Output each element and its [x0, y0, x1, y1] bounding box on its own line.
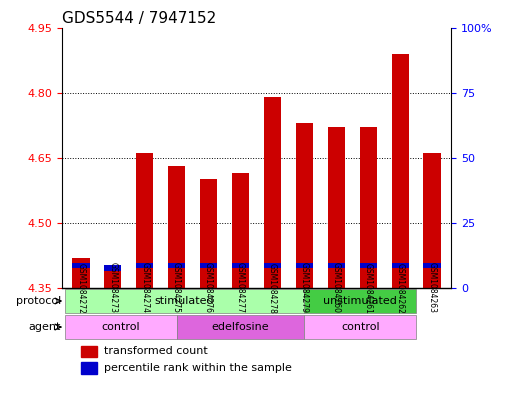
Bar: [136, 153, 153, 288]
Bar: [168, 263, 185, 268]
Text: GSM1084277: GSM1084277: [236, 263, 245, 314]
Text: edelfosine: edelfosine: [212, 322, 269, 332]
Text: GSM1084263: GSM1084263: [428, 263, 437, 314]
FancyBboxPatch shape: [304, 315, 416, 339]
Text: GSM1084273: GSM1084273: [108, 263, 117, 314]
Bar: [104, 265, 122, 271]
Bar: [423, 263, 441, 268]
Text: GDS5544 / 7947152: GDS5544 / 7947152: [62, 11, 216, 26]
Text: GSM1084275: GSM1084275: [172, 263, 181, 314]
Bar: [328, 127, 345, 288]
Text: transformed count: transformed count: [105, 346, 208, 356]
Bar: [264, 263, 281, 268]
Bar: [232, 263, 249, 268]
Text: percentile rank within the sample: percentile rank within the sample: [105, 363, 292, 373]
Bar: [328, 263, 345, 268]
FancyBboxPatch shape: [65, 315, 176, 339]
Text: GSM1084262: GSM1084262: [396, 263, 405, 313]
Bar: [391, 263, 409, 268]
Text: control: control: [341, 322, 380, 332]
Text: GSM1084278: GSM1084278: [268, 263, 277, 313]
Bar: [81, 362, 96, 374]
Text: protocol: protocol: [16, 296, 61, 306]
Text: control: control: [102, 322, 140, 332]
Bar: [264, 97, 281, 288]
Bar: [136, 263, 153, 268]
Bar: [391, 53, 409, 288]
Text: agent: agent: [29, 322, 61, 332]
Bar: [360, 263, 377, 268]
Bar: [423, 153, 441, 288]
Text: unstimulated: unstimulated: [323, 296, 397, 306]
Bar: [72, 263, 90, 268]
Text: GSM1084279: GSM1084279: [300, 263, 309, 314]
Text: GSM1084276: GSM1084276: [204, 263, 213, 314]
Text: GSM1084260: GSM1084260: [332, 263, 341, 314]
Bar: [104, 266, 122, 288]
Text: GSM1084272: GSM1084272: [76, 263, 85, 313]
Bar: [200, 263, 218, 268]
Bar: [168, 166, 185, 288]
FancyBboxPatch shape: [304, 289, 416, 313]
FancyBboxPatch shape: [65, 289, 304, 313]
Text: GSM1084274: GSM1084274: [140, 263, 149, 314]
Bar: [360, 127, 377, 288]
Bar: [81, 346, 96, 357]
Text: GSM1084261: GSM1084261: [364, 263, 373, 313]
Text: stimulated: stimulated: [155, 296, 214, 306]
Bar: [200, 180, 218, 288]
Bar: [295, 263, 313, 268]
Bar: [72, 257, 90, 288]
Bar: [232, 173, 249, 288]
Bar: [295, 123, 313, 288]
FancyBboxPatch shape: [176, 315, 304, 339]
